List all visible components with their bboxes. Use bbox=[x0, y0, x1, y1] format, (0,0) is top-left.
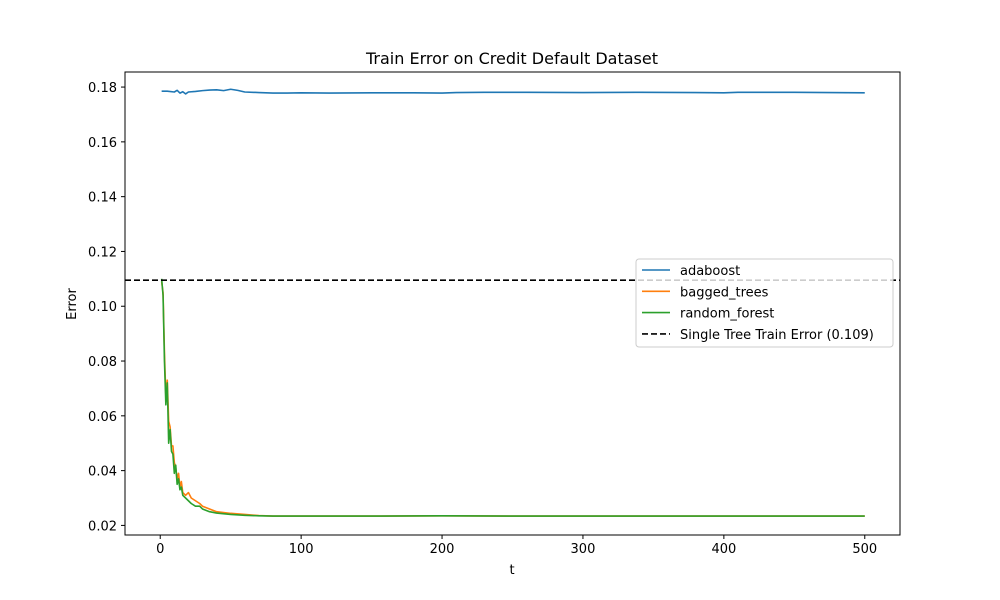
x-tick-label: 200 bbox=[430, 542, 455, 557]
y-tick-label: 0.08 bbox=[88, 355, 117, 370]
y-tick-label: 0.16 bbox=[88, 136, 117, 151]
legend-items: adaboost bagged_trees random_forest Single … bbox=[642, 264, 874, 343]
x-tick-label: 100 bbox=[289, 542, 314, 557]
legend-box bbox=[635, 258, 894, 348]
y-tick-label: 0.12 bbox=[88, 245, 117, 260]
x-axis-label: t bbox=[509, 563, 514, 578]
series-layer bbox=[160, 88, 865, 517]
y-tick-label: 0.02 bbox=[88, 519, 117, 534]
legend-label: adaboost bbox=[680, 264, 740, 279]
chart-title: Train Error on Credit Default Dataset bbox=[365, 49, 658, 68]
series-line-adaboost bbox=[161, 88, 865, 95]
x-tick-label: 500 bbox=[852, 542, 877, 557]
legend: adaboost bagged_trees random_forest Single … bbox=[635, 258, 894, 348]
x-tick-label: 0 bbox=[156, 542, 164, 557]
legend-label: bagged_trees bbox=[680, 285, 769, 300]
x-tick-label: 400 bbox=[711, 542, 736, 557]
plot-area bbox=[125, 88, 900, 517]
series-line-random-forest bbox=[160, 278, 865, 517]
y-tick-label: 0.10 bbox=[88, 300, 117, 315]
y-tick-label: 0.06 bbox=[88, 410, 117, 425]
x-axis-ticks: 0 100 200 300 400 500 bbox=[156, 535, 877, 557]
y-tick-label: 0.14 bbox=[88, 191, 117, 206]
axes-frame bbox=[124, 71, 901, 536]
y-axis-label: Error bbox=[65, 288, 80, 320]
legend-label: random_forest bbox=[680, 307, 774, 322]
y-tick-label: 0.04 bbox=[88, 465, 117, 480]
x-tick-label: 300 bbox=[571, 542, 596, 557]
legend-label: Single Tree Train Error (0.109) bbox=[680, 328, 874, 343]
y-axis-ticks: 0.02 0.04 0.06 0.08 0.10 0.12 0.14 0.16 0.18 bbox=[88, 81, 125, 534]
y-tick-label: 0.18 bbox=[88, 81, 117, 96]
